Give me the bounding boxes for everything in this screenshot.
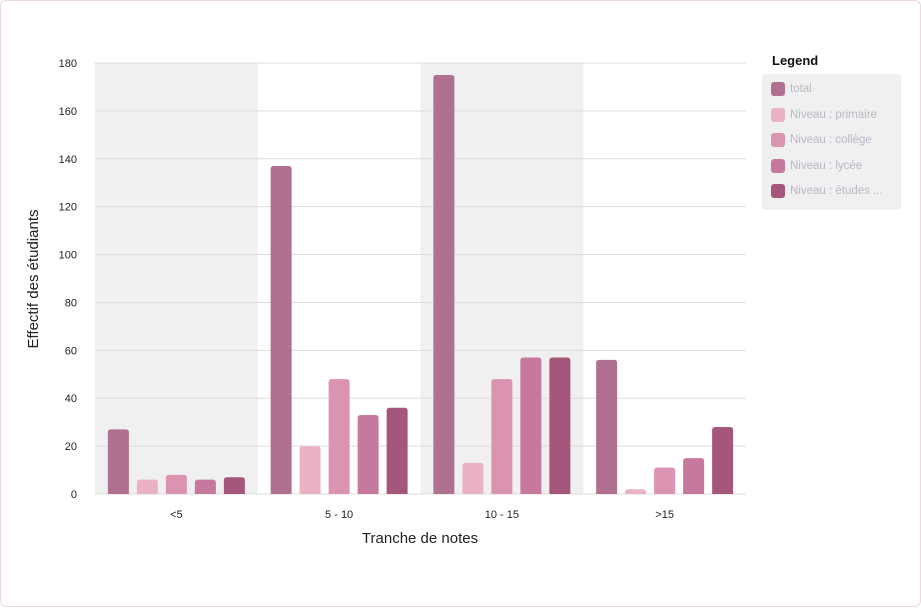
y-tick-label: 20 (65, 441, 77, 453)
y-tick-label: 120 (59, 202, 77, 214)
x-tick-label: <5 (170, 509, 183, 521)
legend-swatch (771, 82, 785, 96)
bar[interactable] (165, 474, 187, 494)
y-tick-label: 140 (59, 154, 77, 166)
bar[interactable] (386, 407, 408, 494)
bar[interactable] (683, 458, 705, 494)
x-tick-label: >15 (655, 509, 674, 521)
legend-swatch (771, 158, 785, 173)
x-axis-ticks: <5 5 - 10 10 - 15 >15 (170, 509, 674, 521)
y-tick-label: 100 (59, 250, 77, 262)
bar[interactable] (596, 359, 618, 494)
bar[interactable] (328, 379, 350, 494)
legend-swatch (771, 107, 785, 122)
legend-label: Niveau : primaire (790, 108, 877, 121)
y-tick-label: 0 (71, 489, 77, 501)
bar[interactable] (520, 357, 542, 494)
legend-swatch (771, 184, 785, 198)
legend-item[interactable]: Niveau : collège (771, 132, 872, 148)
category-band (95, 63, 258, 494)
legend-label: Niveau : collège (790, 134, 872, 146)
y-tick-label: 80 (65, 297, 77, 309)
legend-item[interactable]: Niveau : études ... (771, 183, 883, 199)
bar[interactable] (357, 414, 379, 494)
bar[interactable] (223, 477, 245, 494)
bar[interactable] (107, 429, 129, 494)
bar[interactable] (462, 462, 484, 494)
bar[interactable] (270, 165, 292, 494)
bar[interactable] (433, 74, 455, 494)
bar[interactable] (299, 446, 321, 494)
legend-swatch (771, 133, 785, 147)
x-axis-title: Tranche de notes (362, 530, 478, 547)
y-tick-label: 40 (65, 393, 77, 405)
bar[interactable] (712, 426, 734, 494)
legend-item[interactable]: total (771, 81, 812, 97)
bar[interactable] (194, 479, 216, 494)
y-axis-ticks: 0 20 40 60 80 100 120 140 160 180 (59, 58, 77, 501)
y-axis-title: Effectif des étudiants (25, 210, 42, 349)
legend-label: Niveau : lycée (790, 159, 863, 172)
y-tick-label: 60 (65, 345, 77, 357)
bar[interactable] (625, 489, 647, 494)
legend-item[interactable]: Niveau : lycée (771, 158, 862, 174)
legend-item[interactable]: Niveau : primaire (771, 107, 877, 123)
bar[interactable] (654, 467, 676, 494)
y-tick-label: 180 (59, 58, 77, 70)
y-tick-label: 160 (59, 106, 77, 118)
legend-title: Legend (772, 53, 819, 68)
bar[interactable] (549, 357, 571, 494)
bar[interactable] (136, 479, 158, 494)
legend-panel (762, 74, 901, 210)
bars (107, 74, 734, 494)
x-tick-label: 10 - 15 (485, 509, 519, 521)
x-tick-label: 5 - 10 (325, 509, 353, 521)
bar[interactable] (491, 379, 513, 494)
legend-label: total (790, 83, 812, 95)
legend-label: Niveau : études ... (790, 185, 883, 197)
